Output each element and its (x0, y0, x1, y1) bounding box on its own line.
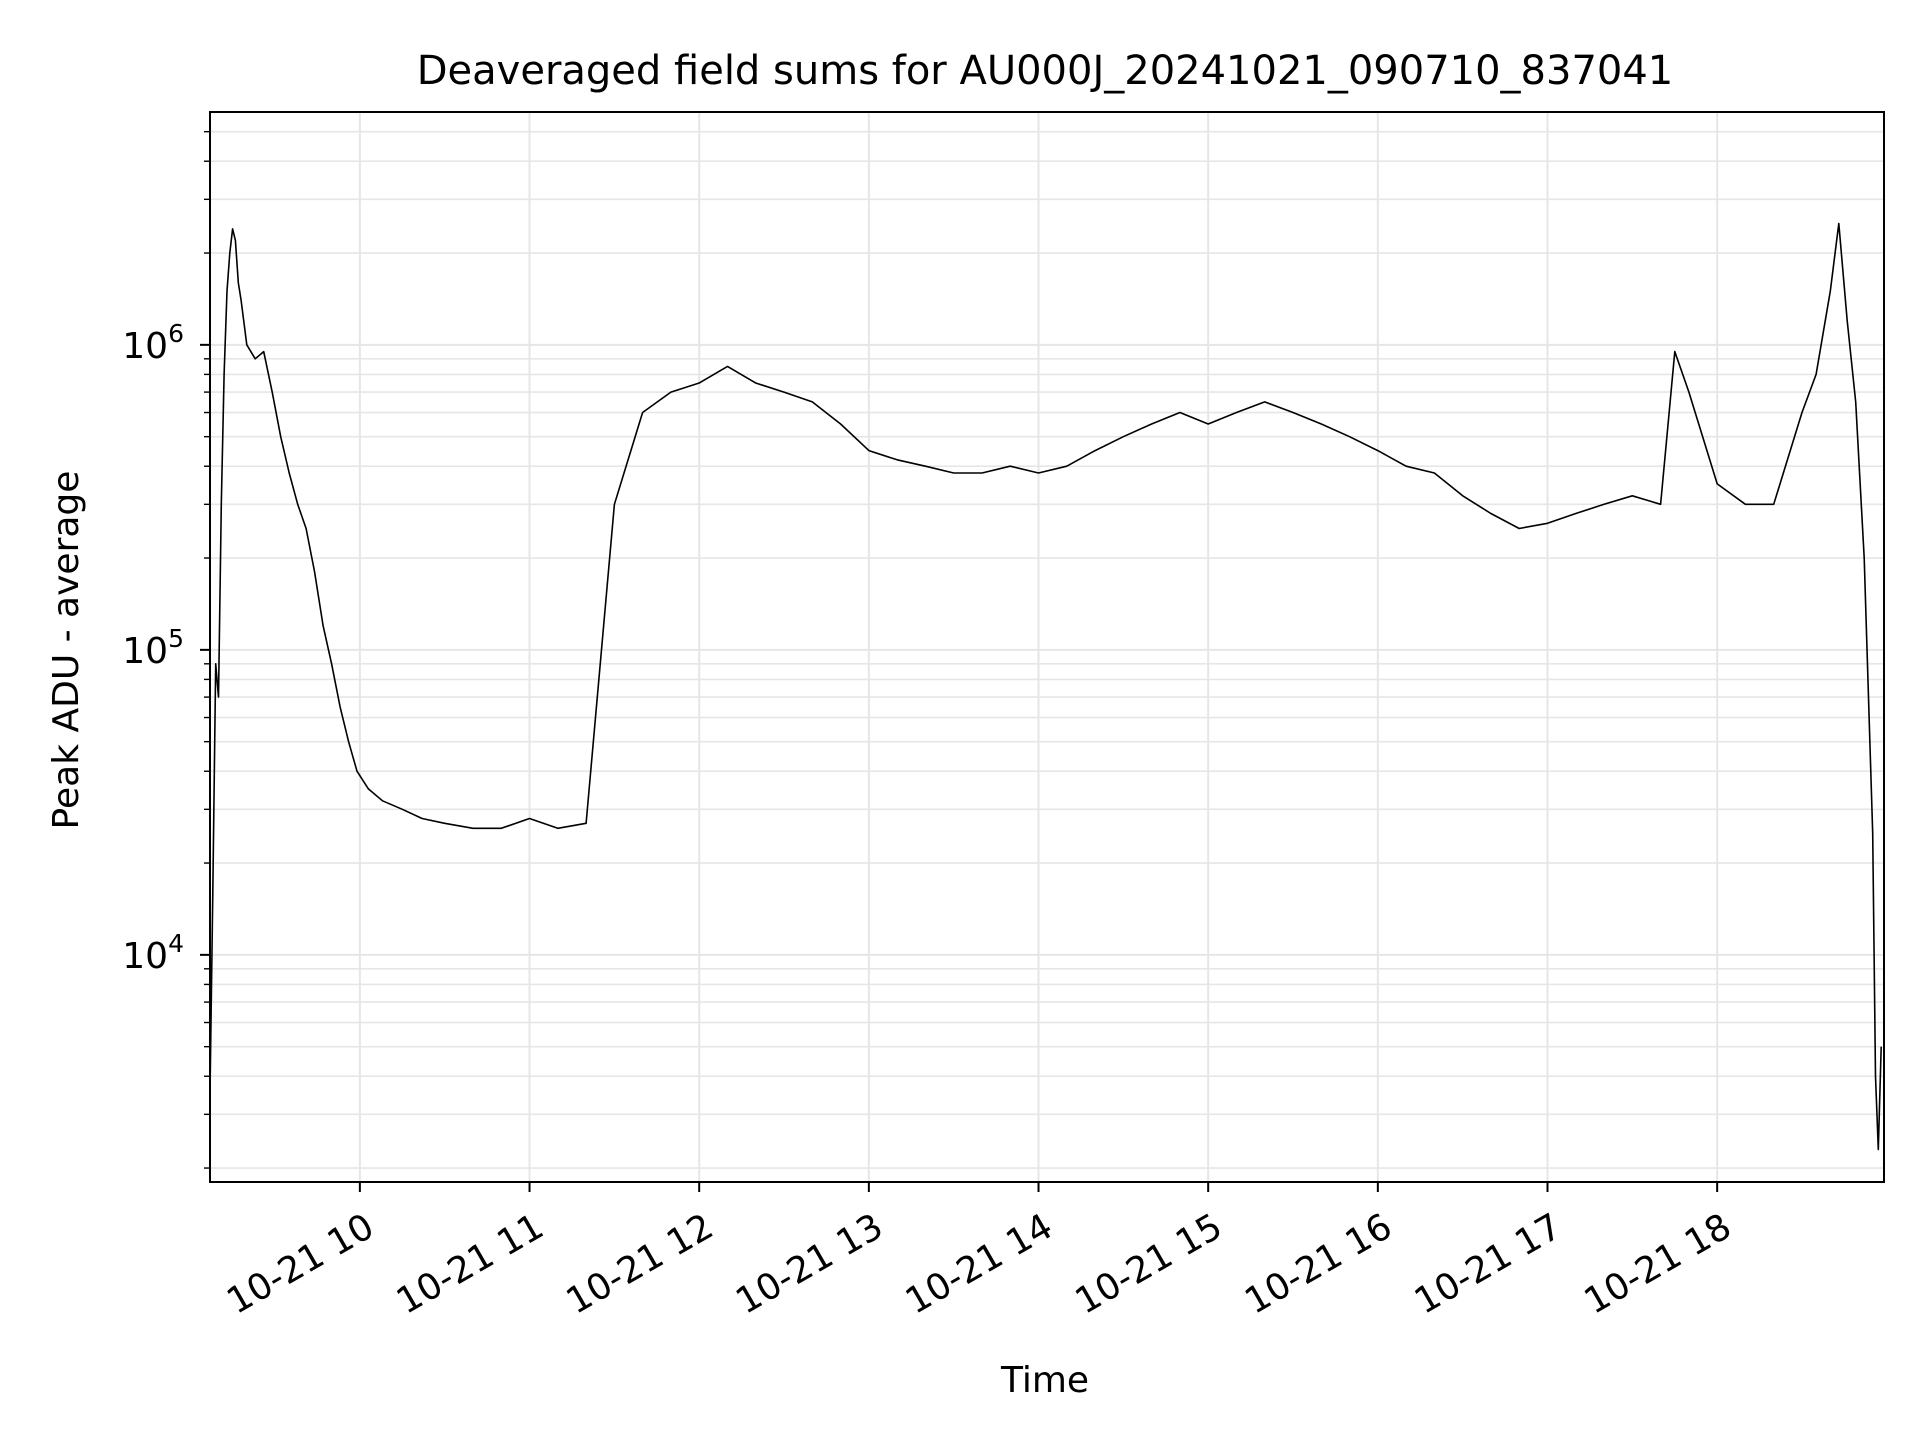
y-tick-label: 104 (122, 929, 184, 977)
series-line (209, 222, 1882, 1151)
plot-frame (209, 111, 1885, 1183)
y-axis-label: Peak ADU - average (46, 471, 87, 830)
x-axis-label: Time (1000, 1360, 1089, 1401)
y-tick-label-exponent: 5 (168, 624, 184, 653)
y-tick-label-exponent: 6 (168, 319, 184, 348)
y-tick-label: 105 (122, 624, 184, 672)
y-tick-label-base: 10 (122, 326, 168, 367)
series-layer (209, 222, 1882, 1151)
chart-title: Deaveraged field sums for AU000J_2024102… (417, 48, 1673, 94)
y-tick-label-exponent: 4 (168, 929, 184, 958)
y-tick-label-base: 10 (122, 936, 168, 977)
y-tick-label: 106 (122, 319, 184, 367)
y-tick-label-base: 10 (122, 631, 168, 672)
grid (210, 112, 1884, 1182)
